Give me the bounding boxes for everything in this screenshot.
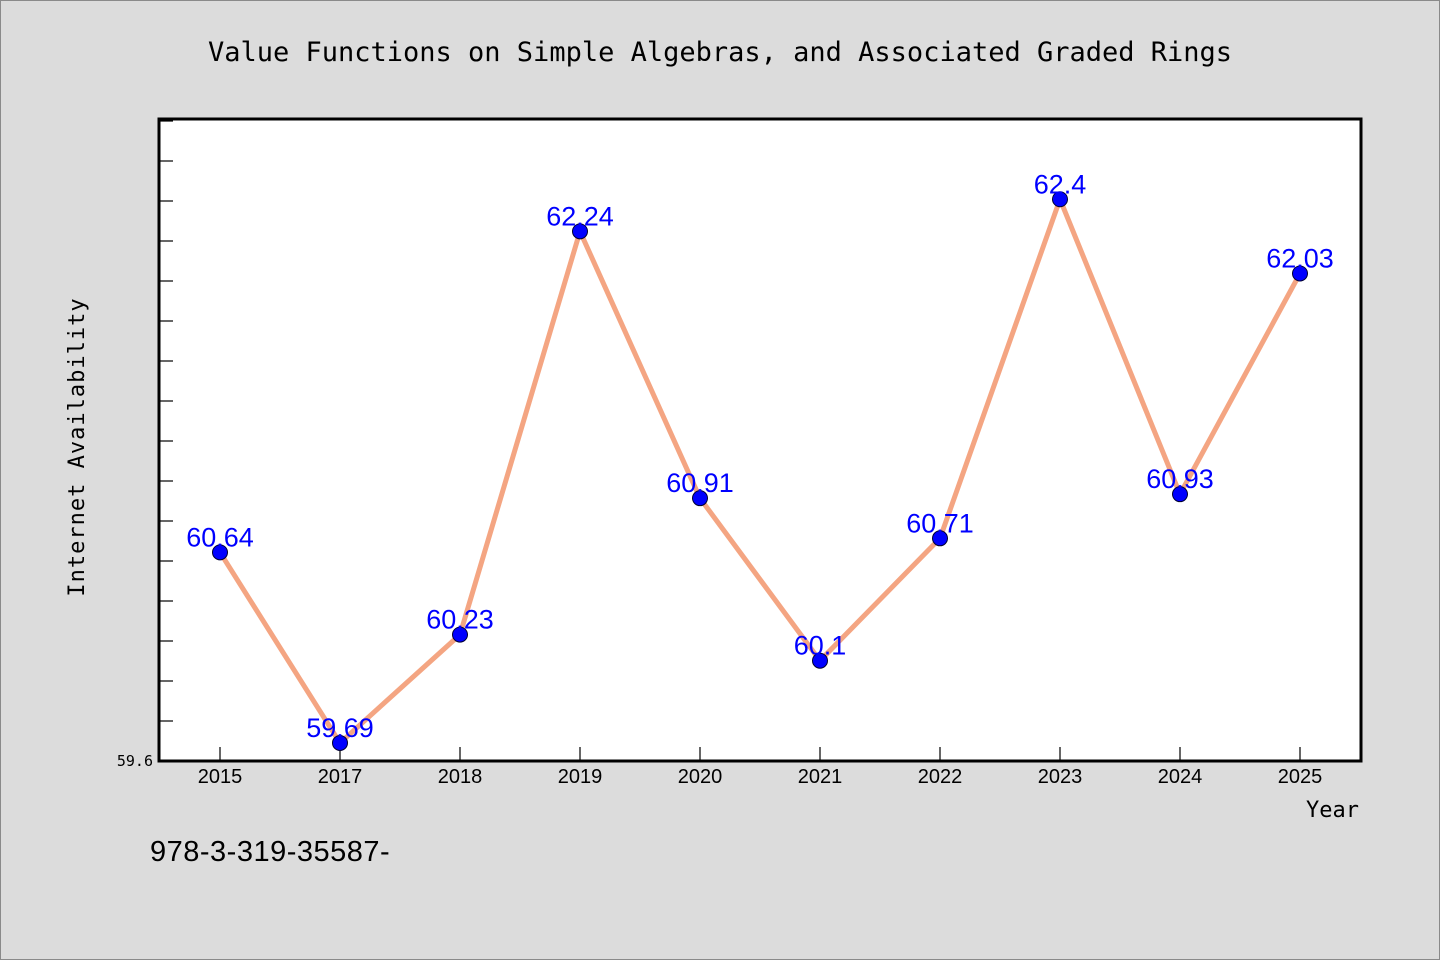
data-point <box>1292 265 1308 282</box>
x-axis-ticks: 2015 2017 2018 2019 2020 2021 2022 2023 2024 2025 <box>198 747 1323 788</box>
series-line <box>217 196 1303 746</box>
data-point <box>572 223 588 240</box>
data-point <box>1052 191 1068 208</box>
footer-isbn-text: 978-3-319-35587- <box>150 836 391 868</box>
series-layer: 60.64 59.69 60.23 62.24 60.91 60.1 60.71 62.4 60… <box>186 169 1334 751</box>
y-axis-label: Internet Availability <box>65 297 90 596</box>
x-tick-label: 2021 <box>798 766 843 788</box>
data-point <box>332 734 348 751</box>
data-label: 60.91 <box>666 468 734 498</box>
data-label: 60.71 <box>906 508 974 538</box>
x-tick-label: 2022 <box>918 766 963 788</box>
data-label: 60.1 <box>794 631 847 661</box>
x-tick-label: 2019 <box>558 766 603 788</box>
data-point <box>692 490 708 507</box>
chart-title: Value Functions on Simple Algebras, and … <box>208 37 1232 68</box>
data-point <box>932 530 948 547</box>
data-point <box>212 544 228 561</box>
x-tick-label: 2017 <box>318 766 363 788</box>
x-tick-label: 2015 <box>198 766 243 788</box>
data-point <box>812 652 828 669</box>
x-tick-label: 2024 <box>1158 766 1203 788</box>
data-point <box>452 626 468 643</box>
x-tick-label: 2020 <box>678 766 723 788</box>
x-axis-label: Year <box>1306 798 1359 823</box>
y-tick-label-min: 59.6 <box>117 752 153 770</box>
data-label: 62.4 <box>1034 169 1087 199</box>
x-tick-label: 2018 <box>438 766 483 788</box>
data-point <box>1172 486 1188 503</box>
data-label: 60.23 <box>426 605 494 635</box>
plot-area <box>157 117 1363 763</box>
y-axis-ticks <box>159 120 173 722</box>
data-label: 60.64 <box>186 522 254 552</box>
data-label: 60.93 <box>1146 464 1214 494</box>
data-label: 59.69 <box>306 713 374 743</box>
x-tick-label: 2025 <box>1278 766 1323 788</box>
data-label: 62.24 <box>546 201 614 231</box>
x-tick-label: 2023 <box>1038 766 1083 788</box>
data-label: 62.03 <box>1266 243 1334 273</box>
